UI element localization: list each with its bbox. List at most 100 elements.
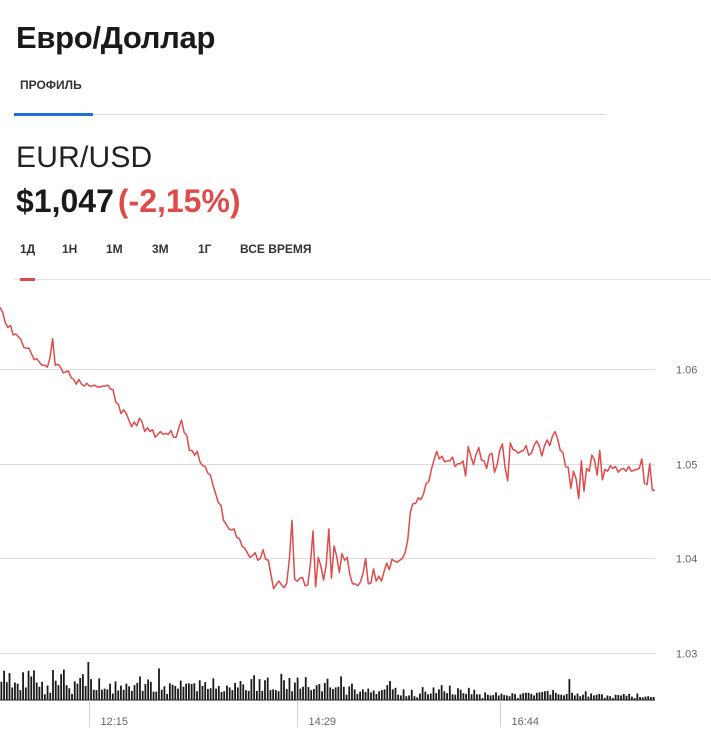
volume-bar xyxy=(584,691,587,700)
volume-bar xyxy=(481,698,484,700)
volume-bar xyxy=(448,685,451,700)
volume-bar xyxy=(212,678,215,700)
volume-bar xyxy=(446,693,448,700)
current-price: $1,047 xyxy=(16,183,114,219)
volume-bar xyxy=(27,670,30,700)
volume-bar xyxy=(359,691,362,700)
volume-bar xyxy=(182,686,185,700)
volume-bar xyxy=(160,689,163,700)
volume-bar xyxy=(641,697,644,700)
volume-bar xyxy=(367,688,370,700)
y-axis-labels: 1.06 1.05 1.04 1.03 xyxy=(676,365,697,661)
period-1m[interactable]: 1М xyxy=(106,242,123,256)
volume-bar xyxy=(579,696,582,700)
volume-bar xyxy=(90,679,92,700)
volume-bar xyxy=(79,677,82,700)
volume-bar xyxy=(117,690,120,700)
volume-bar xyxy=(125,683,128,700)
volume-bar xyxy=(315,685,318,700)
volume-bar xyxy=(546,690,549,700)
tab-profile[interactable]: ПРОФИЛЬ xyxy=(14,70,93,116)
volume-bar xyxy=(573,695,576,700)
volume-bar xyxy=(495,692,497,700)
volume-bar xyxy=(285,688,288,700)
volume-bar xyxy=(595,694,598,700)
period-1y[interactable]: 1Г xyxy=(198,242,212,256)
volume-bar xyxy=(647,696,650,700)
volume-bar xyxy=(71,693,73,700)
volume-bar xyxy=(163,686,166,700)
volume-bar xyxy=(364,692,367,700)
volume-bar xyxy=(223,691,226,700)
volume-bar xyxy=(283,680,285,700)
volume-bar xyxy=(201,685,204,700)
volume-bar xyxy=(321,691,323,700)
volume-bar xyxy=(598,693,601,700)
volume-bar xyxy=(541,692,544,700)
volume-bar xyxy=(617,695,620,700)
volume-bar xyxy=(606,695,609,700)
volume-bar xyxy=(168,683,171,700)
volume-bar xyxy=(109,683,111,700)
volume-bar xyxy=(141,690,144,700)
period-3m[interactable]: 3М xyxy=(152,242,169,256)
x-tick-label: 16:44 xyxy=(512,716,540,728)
volume-bar xyxy=(204,682,207,700)
volume-bar xyxy=(440,685,443,700)
volume-bar xyxy=(84,685,87,700)
volume-bar xyxy=(299,688,302,700)
volume-bar xyxy=(245,690,247,700)
period-1d[interactable]: 1Д xyxy=(20,238,36,281)
volume-bar xyxy=(438,689,440,700)
volume-bar xyxy=(590,693,593,700)
y-tick-label: 1.03 xyxy=(676,649,697,661)
volume-bar xyxy=(193,683,196,700)
x-axis: 12:15 14:29 16:44 xyxy=(89,700,540,728)
volume-bar xyxy=(307,687,310,700)
volume-bar xyxy=(310,690,313,700)
volume-bar xyxy=(386,685,389,700)
volume-bar xyxy=(405,696,408,700)
volume-bar xyxy=(508,696,511,700)
volume-bar xyxy=(33,670,35,700)
volume-bar xyxy=(601,694,603,700)
volume-bar xyxy=(16,683,19,700)
volume-bar xyxy=(149,681,152,700)
volume-bar xyxy=(614,694,617,700)
period-1w[interactable]: 1Н xyxy=(62,242,78,256)
volume-bar xyxy=(484,692,487,700)
volume-bar xyxy=(296,677,299,700)
volume-bar xyxy=(8,673,11,700)
volume-bar xyxy=(527,692,530,700)
volume-bar xyxy=(345,694,348,700)
volume-bar xyxy=(372,690,375,700)
volume-bar xyxy=(11,687,14,700)
period-all-time[interactable]: ВСЕ ВРЕМЯ xyxy=(240,242,312,256)
volume-bar xyxy=(505,695,508,700)
volume-bar xyxy=(158,668,160,700)
volume-bar xyxy=(459,689,462,700)
volume-bar xyxy=(435,693,438,700)
volume-bar xyxy=(370,692,372,700)
volume-bar xyxy=(120,685,122,700)
volume-bar xyxy=(234,682,236,700)
volume-bar xyxy=(231,690,234,700)
volume-bar xyxy=(65,685,68,700)
volume-bar xyxy=(185,683,188,700)
volume-bar xyxy=(253,675,256,700)
volume-bar xyxy=(68,688,71,700)
volume-bar xyxy=(611,698,614,700)
y-tick-label: 1.04 xyxy=(676,554,697,566)
profile-tabs: ПРОФИЛЬ xyxy=(14,70,606,116)
volume-bar xyxy=(424,691,427,700)
volume-bar xyxy=(644,696,647,700)
volume-bar xyxy=(565,693,568,700)
volume-bar xyxy=(288,677,291,700)
volume-bar xyxy=(476,694,478,700)
volume-bar xyxy=(650,696,652,700)
volume-bar xyxy=(516,698,519,700)
price-chart[interactable]: 1.06 1.05 1.04 1.03 12:15 14:29 16:44 xyxy=(0,281,711,742)
volume-bar xyxy=(511,693,514,700)
volume-bar xyxy=(54,680,57,700)
volume-bar xyxy=(582,694,584,700)
